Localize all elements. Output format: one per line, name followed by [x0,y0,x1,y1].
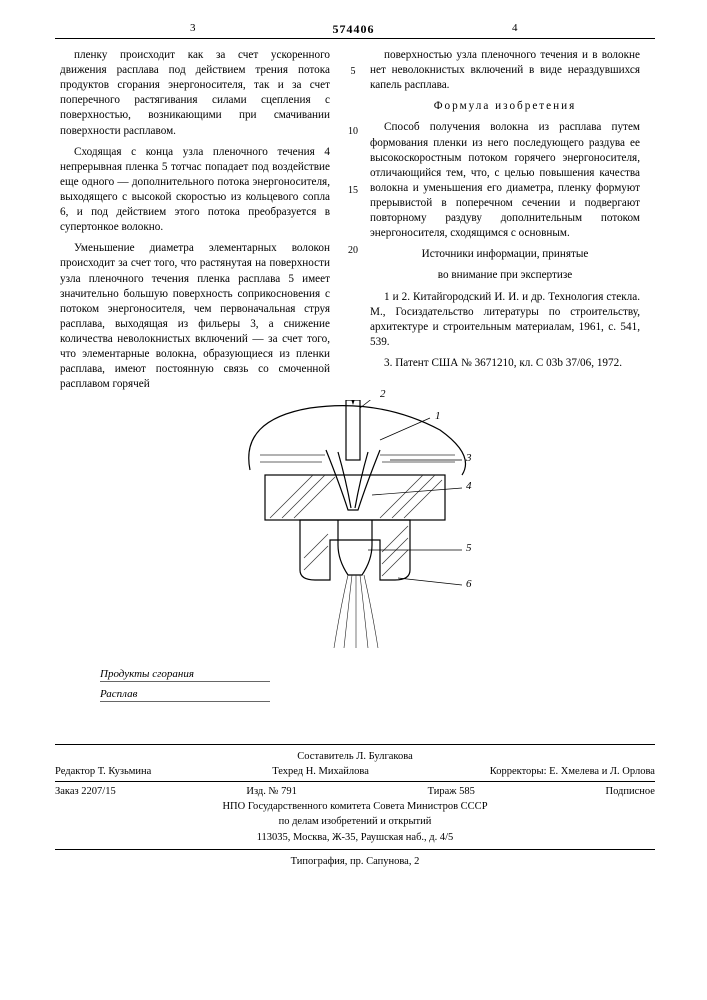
footer: Составитель Л. Булгакова Редактор Т. Куз… [55,740,655,867]
flow-label: Расплав [100,688,270,702]
arrow-icon [270,672,390,673]
refs-heading: во внимание при экспертизе [370,268,640,283]
patent-number: 574406 [0,22,707,37]
right-column: поверхностью узла пленочного течения и в… [370,48,640,377]
callout: 1 [435,410,441,422]
corrector: Корректоры: Е. Хмелева и Л. Орлова [490,766,655,777]
body-text: Уменьшение диаметра элементарных волокон… [60,241,330,392]
reference: 3. Патент США № 3671210, кл. C 03b 37/06… [370,356,640,371]
figure-svg [230,400,480,650]
signed: Подписное [606,786,655,797]
claims-heading: Формула изобретения [370,99,640,114]
claim-text: Способ получения волокна из расплава пут… [370,120,640,241]
callout: 6 [466,578,472,590]
callout: 3 [466,452,472,464]
izd: Изд. № 791 [246,786,297,797]
callout: 4 [466,480,472,492]
compiler: Составитель Л. Булгакова [55,749,655,764]
publisher: по делам изобретений и открытий [55,814,655,829]
callout: 5 [466,542,472,554]
page-number-left: 3 [190,22,196,34]
order: Заказ 2207/15 [55,786,116,797]
typography: Типография, пр. Сапунова, 2 [55,856,655,867]
page-number-right: 4 [512,22,518,34]
line-num: 20 [344,245,362,256]
reference: 1 и 2. Китайгородский И. И. и др. Технол… [370,290,640,350]
tirage: Тираж 585 [428,786,475,797]
body-text: поверхностью узла пленочного течения и в… [370,48,640,93]
left-column: пленку происходит как за счет ускоренног… [60,48,330,398]
techred: Техред Н. Михайлова [272,766,369,777]
figure: 1 2 3 4 5 6 [230,400,480,650]
editor: Редактор Т. Кузьмина [55,766,151,777]
callout: 2 [380,388,386,400]
header-rule [55,38,655,39]
line-num: 5 [344,66,362,77]
line-num: 15 [344,185,362,196]
body-text: Сходящая с конца узла пленочного течения… [60,145,330,236]
flow-legend: Продукты сгорания Расплав [100,668,270,708]
publisher: НПО Государственного комитета Совета Мин… [55,799,655,814]
address: 113035, Москва, Ж-35, Раушская наб., д. … [55,830,655,845]
body-text: пленку происходит как за счет ускоренног… [60,48,330,139]
flow-label: Продукты сгорания [100,668,270,682]
line-num: 10 [344,126,362,137]
refs-heading: Источники информации, принятые [370,247,640,262]
